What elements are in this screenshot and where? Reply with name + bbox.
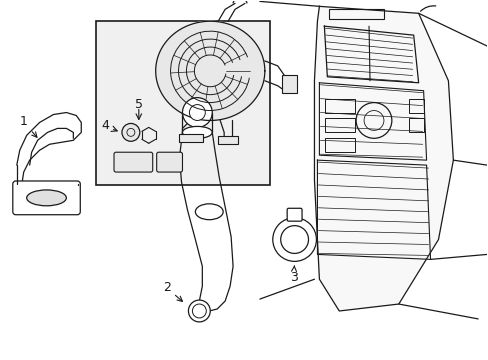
- Bar: [408, 99, 423, 113]
- Text: 5: 5: [135, 98, 142, 111]
- Ellipse shape: [182, 126, 212, 138]
- Bar: [408, 118, 423, 132]
- Bar: [218, 136, 238, 144]
- Bar: [325, 118, 354, 132]
- Ellipse shape: [182, 98, 212, 127]
- Ellipse shape: [27, 190, 66, 206]
- FancyBboxPatch shape: [156, 152, 182, 172]
- Polygon shape: [155, 21, 264, 121]
- Circle shape: [122, 123, 140, 141]
- Ellipse shape: [189, 105, 205, 121]
- Circle shape: [127, 129, 135, 136]
- Text: 1: 1: [20, 116, 37, 137]
- Text: 3: 3: [289, 266, 297, 284]
- Ellipse shape: [192, 304, 206, 318]
- FancyBboxPatch shape: [13, 181, 80, 215]
- Bar: [281, 75, 296, 93]
- Bar: [325, 99, 354, 113]
- Ellipse shape: [188, 300, 210, 322]
- Text: 2: 2: [163, 281, 182, 301]
- Polygon shape: [314, 6, 452, 311]
- FancyBboxPatch shape: [114, 152, 152, 172]
- Text: 4: 4: [101, 119, 109, 132]
- Bar: [178, 134, 203, 142]
- Bar: [325, 138, 354, 152]
- FancyBboxPatch shape: [286, 208, 302, 221]
- Bar: [328, 9, 383, 19]
- Bar: [96, 21, 269, 185]
- Circle shape: [272, 218, 316, 261]
- Circle shape: [280, 226, 308, 253]
